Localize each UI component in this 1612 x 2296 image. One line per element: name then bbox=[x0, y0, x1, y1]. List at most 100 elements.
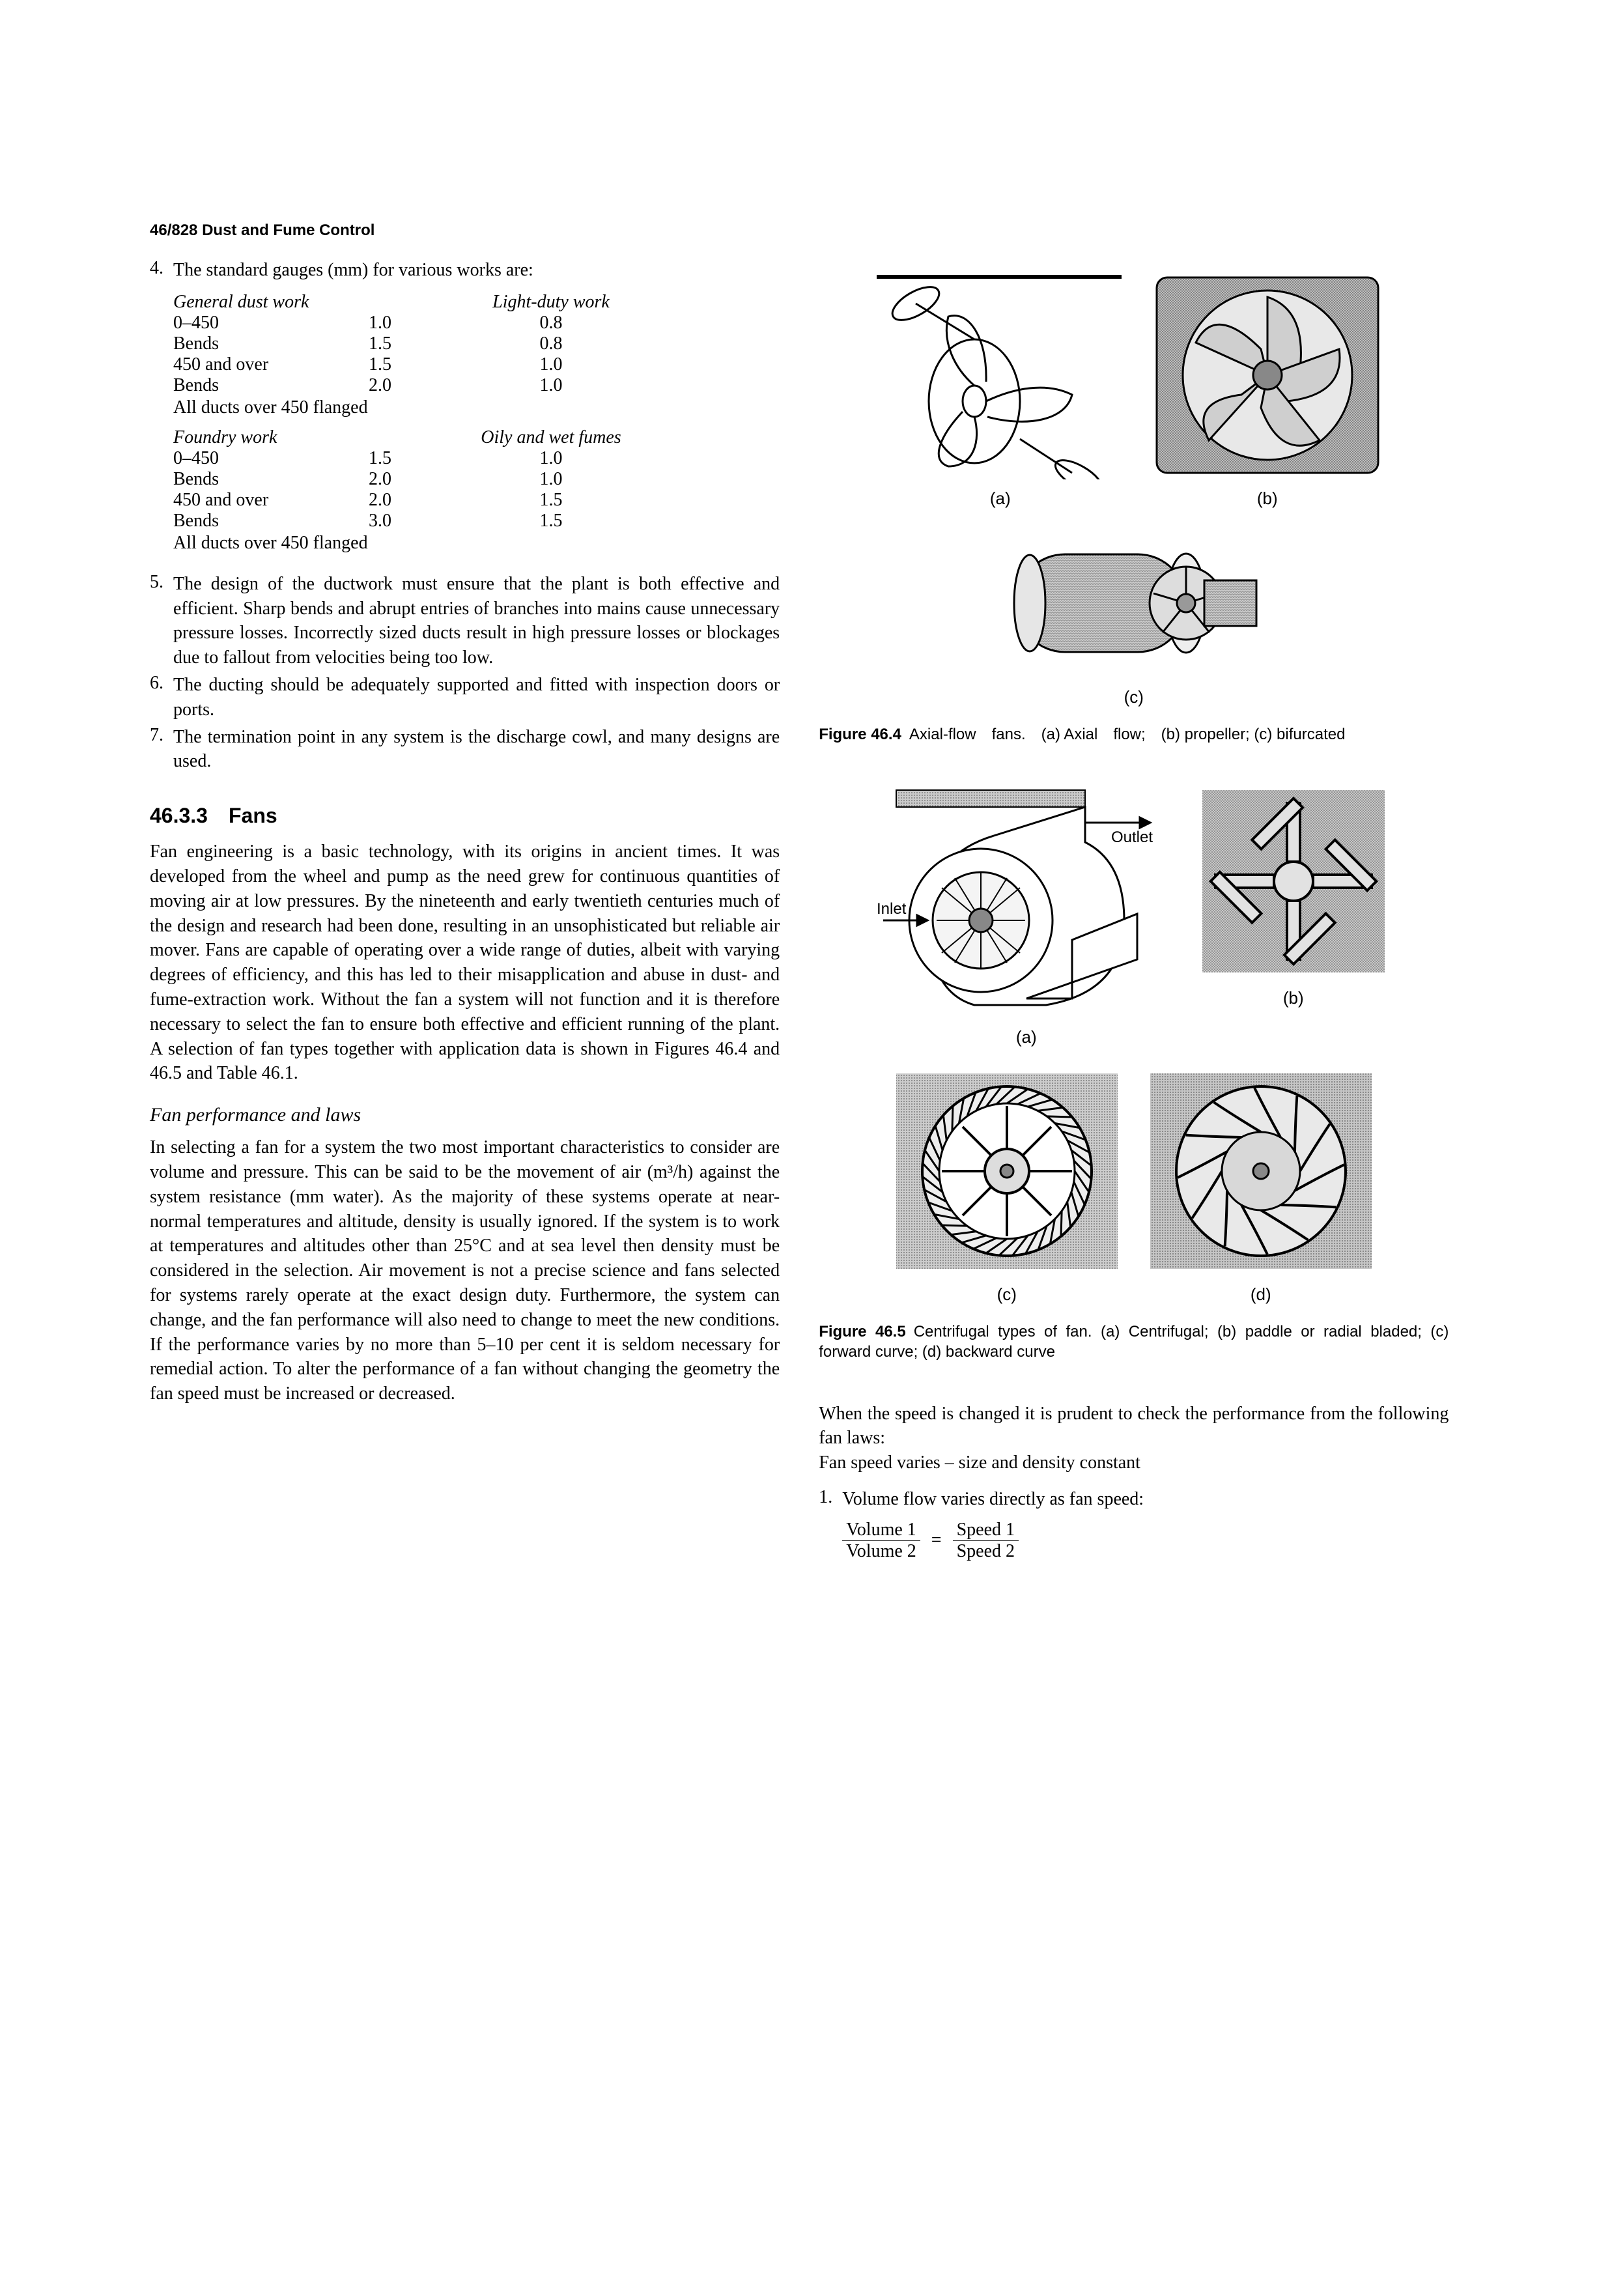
gauge-row: Bends 3.0 1.5 bbox=[173, 511, 780, 531]
fig45-panel-c: (c) bbox=[890, 1067, 1124, 1305]
list-number: 5. bbox=[150, 572, 173, 670]
gauge-row: Bends 2.0 1.0 bbox=[173, 469, 780, 490]
frac-top: Volume 1 bbox=[842, 1520, 920, 1541]
gauge-cell: 1.0 bbox=[460, 469, 642, 490]
para-speed-change: When the speed is changed it is prudent … bbox=[819, 1402, 1449, 1451]
gauge-cell: 0–450 bbox=[173, 448, 369, 469]
equals-sign: = bbox=[931, 1530, 942, 1551]
fig45-caption: Figure 46.5 Centrifugal types of fan. (a… bbox=[819, 1322, 1449, 1362]
list-number: 7. bbox=[150, 725, 173, 774]
gauge-cell: 0–450 bbox=[173, 313, 369, 333]
fig45-panel-d: (d) bbox=[1144, 1067, 1378, 1305]
fig45-panel-a: Outlet bbox=[877, 784, 1176, 1047]
gauge-header-right: Light-duty work bbox=[460, 292, 642, 313]
gauge-cell: 1.0 bbox=[460, 448, 642, 469]
gauge-header-left: Foundry work bbox=[173, 427, 369, 448]
list-body: Volume flow varies directly as fan speed… bbox=[842, 1487, 1449, 1512]
fraction-right: Speed 1 Speed 2 bbox=[953, 1520, 1019, 1562]
fig44-panel-b: (b) bbox=[1144, 271, 1391, 509]
gauge-row: 450 and over 2.0 1.5 bbox=[173, 490, 780, 511]
gauge-cell: Bends bbox=[173, 469, 369, 490]
gauge-cell: 1.5 bbox=[369, 448, 460, 469]
figure-46-4: (a) bbox=[819, 271, 1449, 744]
list-item-5: 5. The design of the ductwork must ensur… bbox=[150, 572, 780, 670]
page-header: 46/828 Dust and Fume Control bbox=[150, 221, 1462, 240]
gauge-headers: Foundry work Oily and wet fumes bbox=[173, 427, 780, 448]
fig-label: (b) bbox=[1144, 489, 1391, 509]
paddle-fan-icon bbox=[1196, 784, 1391, 979]
gauge-cell: 450 and over bbox=[173, 354, 369, 375]
fig44-panel-a: (a) bbox=[877, 271, 1124, 509]
gauge-row: 0–450 1.0 0.8 bbox=[173, 313, 780, 333]
gauge-cell: 1.0 bbox=[460, 354, 642, 375]
outlet-label: Outlet bbox=[1111, 829, 1153, 846]
gauge-cell: 3.0 bbox=[369, 511, 460, 531]
two-column-layout: 4. The standard gauges (mm) for various … bbox=[150, 258, 1462, 1562]
axial-flow-icon bbox=[877, 271, 1124, 479]
gauge-cell: Bends bbox=[173, 333, 369, 354]
gauge-cell: 1.5 bbox=[369, 354, 460, 375]
gauge-cell: 1.5 bbox=[369, 333, 460, 354]
frac-bot: Volume 2 bbox=[842, 1541, 920, 1562]
list-item-6: 6. The ducting should be adequately supp… bbox=[150, 673, 780, 722]
gauge-row: Bends 1.5 0.8 bbox=[173, 333, 780, 354]
para-fan-performance: In selecting a fan for a system the two … bbox=[150, 1135, 780, 1406]
gauge-cell: 1.0 bbox=[369, 313, 460, 333]
gauge-cell: 0.8 bbox=[460, 333, 642, 354]
fig-caption-bold: Figure 46.5 bbox=[819, 1323, 906, 1340]
section-heading-fans: 46.3.3 Fans bbox=[150, 804, 780, 828]
gauge-cell: 450 and over bbox=[173, 490, 369, 511]
gauge-block-general: General dust work Light-duty work 0–450 … bbox=[173, 292, 780, 418]
gauge-cell: 1.5 bbox=[460, 490, 642, 511]
gauge-note: All ducts over 450 flanged bbox=[173, 533, 780, 554]
fraction-left: Volume 1 Volume 2 bbox=[842, 1520, 920, 1562]
fig-label: (c) bbox=[819, 687, 1449, 707]
list-body: The ducting should be adequately support… bbox=[173, 673, 780, 722]
para-speed-line2: Fan speed varies – size and density cons… bbox=[819, 1451, 1449, 1475]
fig-label: (d) bbox=[1144, 1284, 1378, 1305]
figure-46-5: Outlet bbox=[819, 784, 1449, 1362]
inlet-label: Inlet bbox=[877, 900, 907, 918]
gauge-note: All ducts over 450 flanged bbox=[173, 397, 780, 418]
frac-top: Speed 1 bbox=[953, 1520, 1019, 1541]
left-column: 4. The standard gauges (mm) for various … bbox=[150, 258, 780, 1562]
fig45-panel-b: (b) bbox=[1196, 784, 1391, 1047]
equation-1: Volume 1 Volume 2 = Speed 1 Speed 2 bbox=[842, 1520, 1449, 1562]
forward-curve-fan-icon bbox=[890, 1067, 1124, 1275]
gauge-cell: 2.0 bbox=[369, 490, 460, 511]
fig-label: (b) bbox=[1196, 988, 1391, 1008]
fig-label: (a) bbox=[877, 1027, 1176, 1047]
fan-law-1: 1. Volume flow varies directly as fan sp… bbox=[819, 1487, 1449, 1512]
list-body: The design of the ductwork must ensure t… bbox=[173, 572, 780, 670]
gauge-headers: General dust work Light-duty work bbox=[173, 292, 780, 313]
fig44-caption: Figure 46.4 Axial-flow fans. (a) Axial f… bbox=[819, 724, 1449, 744]
para-fans: Fan engineering is a basic technology, w… bbox=[150, 840, 780, 1086]
gauge-cell: Bends bbox=[173, 375, 369, 396]
fig44-panel-c: (c) bbox=[819, 528, 1449, 707]
gauge-row: 450 and over 1.5 1.0 bbox=[173, 354, 780, 375]
backward-curve-fan-icon bbox=[1144, 1067, 1378, 1275]
gauge-cell: 2.0 bbox=[369, 375, 460, 396]
list-number: 4. bbox=[150, 258, 173, 283]
gauge-row: 0–450 1.5 1.0 bbox=[173, 448, 780, 469]
gauge-header-left: General dust work bbox=[173, 292, 369, 313]
fig-caption-rest: Axial-flow fans. (a) Axial flow; (b) pro… bbox=[901, 726, 1346, 743]
list-body: The termination point in any system is t… bbox=[173, 725, 780, 774]
fig-caption-bold: Figure 46.4 bbox=[819, 726, 901, 743]
fig-caption-rest: Centrifugal types of fan. (a) Centrifuga… bbox=[819, 1323, 1449, 1361]
right-column: (a) bbox=[819, 258, 1449, 1562]
list-number: 6. bbox=[150, 673, 173, 722]
frac-bot: Speed 2 bbox=[953, 1541, 1019, 1562]
bifurcated-fan-icon bbox=[991, 528, 1277, 678]
sub-heading-fan-laws: Fan performance and laws bbox=[150, 1104, 780, 1126]
list-number: 1. bbox=[819, 1487, 842, 1512]
gauge-cell: 1.0 bbox=[460, 375, 642, 396]
list-item-4: 4. The standard gauges (mm) for various … bbox=[150, 258, 780, 283]
gauge-cell: 0.8 bbox=[460, 313, 642, 333]
gauge-block-foundry: Foundry work Oily and wet fumes 0–450 1.… bbox=[173, 427, 780, 554]
gauge-cell: 1.5 bbox=[460, 511, 642, 531]
gauge-cell: 2.0 bbox=[369, 469, 460, 490]
list-item-7: 7. The termination point in any system i… bbox=[150, 725, 780, 774]
gauge-cell: Bends bbox=[173, 511, 369, 531]
fig-label: (a) bbox=[877, 489, 1124, 509]
